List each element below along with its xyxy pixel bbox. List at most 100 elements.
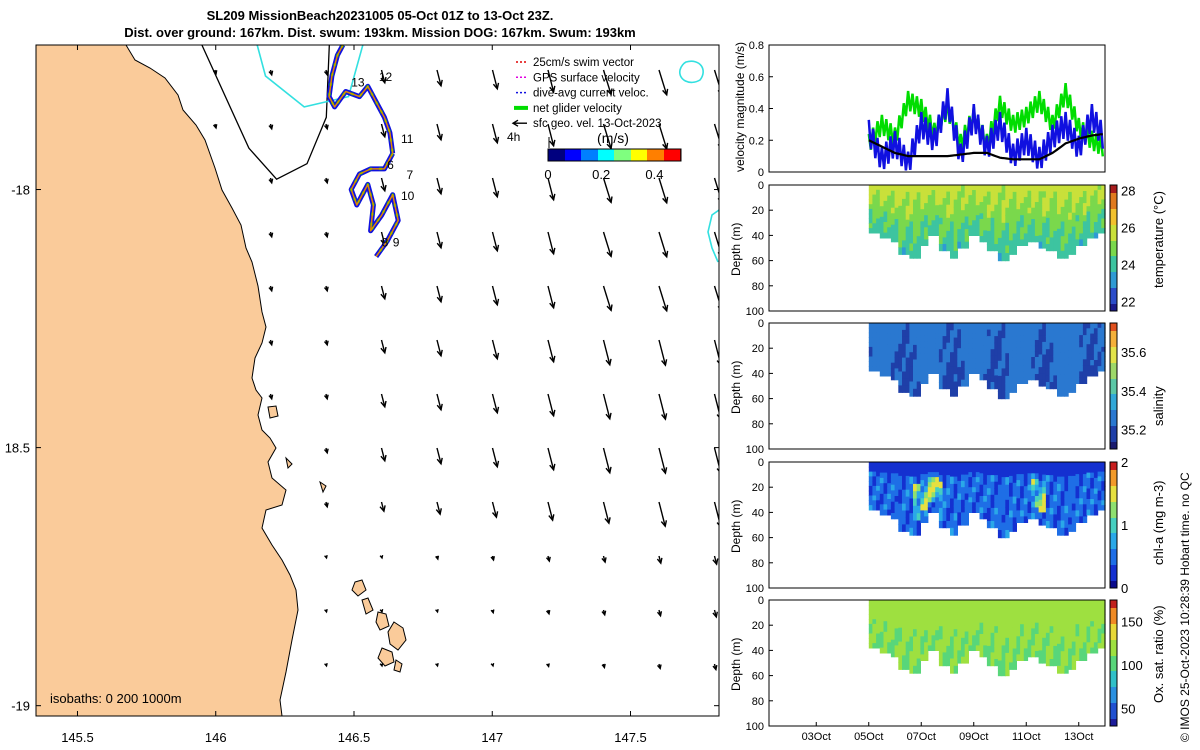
velocity-arrow-head: [606, 304, 613, 312]
section-colorbar-cell: [1110, 629, 1117, 631]
section-cell: [953, 520, 958, 529]
section-cell: [872, 462, 877, 468]
section-cell: [924, 600, 929, 607]
section-cell: [1023, 215, 1029, 222]
section-cell: [913, 250, 918, 259]
section-colorbar-cell: [1110, 255, 1117, 257]
section-cell: [1079, 371, 1084, 378]
section-cell: [938, 481, 944, 489]
section-cell: [909, 374, 914, 383]
section-cell: [946, 323, 951, 331]
section-cell: [990, 507, 995, 516]
section-cell: [1101, 361, 1106, 367]
section-cell: [1086, 467, 1091, 474]
section-cell: [1086, 631, 1091, 638]
section-cell: [894, 617, 899, 624]
section-cell: [1027, 467, 1032, 474]
section-colorbar-cell: [1110, 337, 1117, 339]
section-cell: [986, 217, 992, 225]
section-colorbar-cell: [1110, 467, 1117, 469]
section-cell: [1068, 329, 1073, 338]
section-cell: [890, 490, 896, 497]
island: [377, 647, 395, 667]
velocity-arrow-head: [661, 359, 668, 367]
section-cell: [1009, 350, 1014, 359]
section-cell: [983, 611, 988, 618]
colorbar-cell: [629, 149, 631, 161]
section-cell: [1075, 612, 1080, 619]
section-cell: [876, 194, 881, 200]
section-cell: [1049, 382, 1054, 390]
section-cell: [1031, 196, 1036, 203]
section-colorbar-cell: [1110, 271, 1117, 273]
section-cell: [994, 619, 999, 627]
section-colorbar-cell: [1110, 656, 1117, 658]
section-cell: [997, 530, 1003, 539]
section-cell: [902, 371, 907, 379]
section-cell: [924, 492, 929, 499]
section-cell: [927, 190, 933, 196]
section-cell: [902, 336, 907, 345]
section-cell: [938, 382, 944, 390]
section-cell: [1068, 378, 1073, 386]
section-cell: [1016, 600, 1021, 607]
section-cell: [994, 375, 999, 383]
section-cell: [920, 642, 925, 649]
section-colorbar-cell: [1110, 414, 1117, 416]
section-colorbar-cell: [1110, 375, 1117, 377]
section-colorbar-cell: [1110, 509, 1117, 511]
section-cell: [931, 348, 936, 354]
section-colorbar-cell: [1110, 514, 1117, 516]
section-cell: [879, 216, 885, 223]
section-cell: [1027, 374, 1032, 381]
section-cell: [876, 342, 881, 348]
section-cell: [905, 185, 910, 193]
section-cell: [1097, 204, 1102, 210]
section-cell: [1038, 216, 1043, 224]
section-cell: [994, 626, 999, 634]
section-cell: [913, 643, 918, 652]
section-cell: [997, 207, 1003, 216]
section-cell: [1042, 644, 1047, 651]
section-cell: [972, 467, 977, 473]
section-cell: [1090, 222, 1095, 228]
section-cell: [953, 199, 958, 208]
section-cell: [1082, 642, 1088, 649]
section-cell: [887, 328, 892, 335]
section-cell: [1057, 600, 1062, 608]
section-cell: [1071, 219, 1077, 228]
section-cell: [1082, 636, 1088, 643]
section-cell: [942, 481, 947, 489]
section-cell: [876, 346, 881, 353]
section-colorbar-cell: [1110, 266, 1117, 268]
section-cell: [990, 613, 995, 621]
velocity-arrow-head: [324, 608, 328, 614]
section-colorbar-cell: [1110, 205, 1117, 207]
section-cell: [1082, 480, 1088, 487]
section-cell: [1027, 230, 1032, 237]
section-colorbar-cell: [1110, 567, 1117, 569]
velocity-arrow: [436, 123, 442, 140]
colorbar-cell: [659, 149, 661, 161]
section-cell: [1001, 330, 1006, 339]
section-cell: [938, 521, 944, 529]
section-cell: [975, 487, 981, 493]
section-cell: [950, 469, 955, 478]
section-cell: [990, 368, 995, 377]
section-cell: [1064, 513, 1069, 522]
section-cell: [961, 618, 966, 626]
section-cell: [876, 638, 881, 644]
section-cell: [872, 185, 877, 191]
section-cell: [1042, 468, 1047, 476]
section-cell: [909, 337, 914, 346]
section-cell: [902, 475, 907, 484]
section-cell: [1090, 328, 1095, 335]
section-cell: [1064, 243, 1069, 252]
section-cell: [1075, 474, 1080, 481]
section-colorbar-cell: [1110, 386, 1117, 388]
section-cell: [1060, 374, 1065, 383]
section-cell: [1079, 347, 1084, 354]
section-cell: [950, 483, 955, 492]
section-cell: [1027, 236, 1032, 243]
colorbar-cell: [570, 149, 572, 161]
